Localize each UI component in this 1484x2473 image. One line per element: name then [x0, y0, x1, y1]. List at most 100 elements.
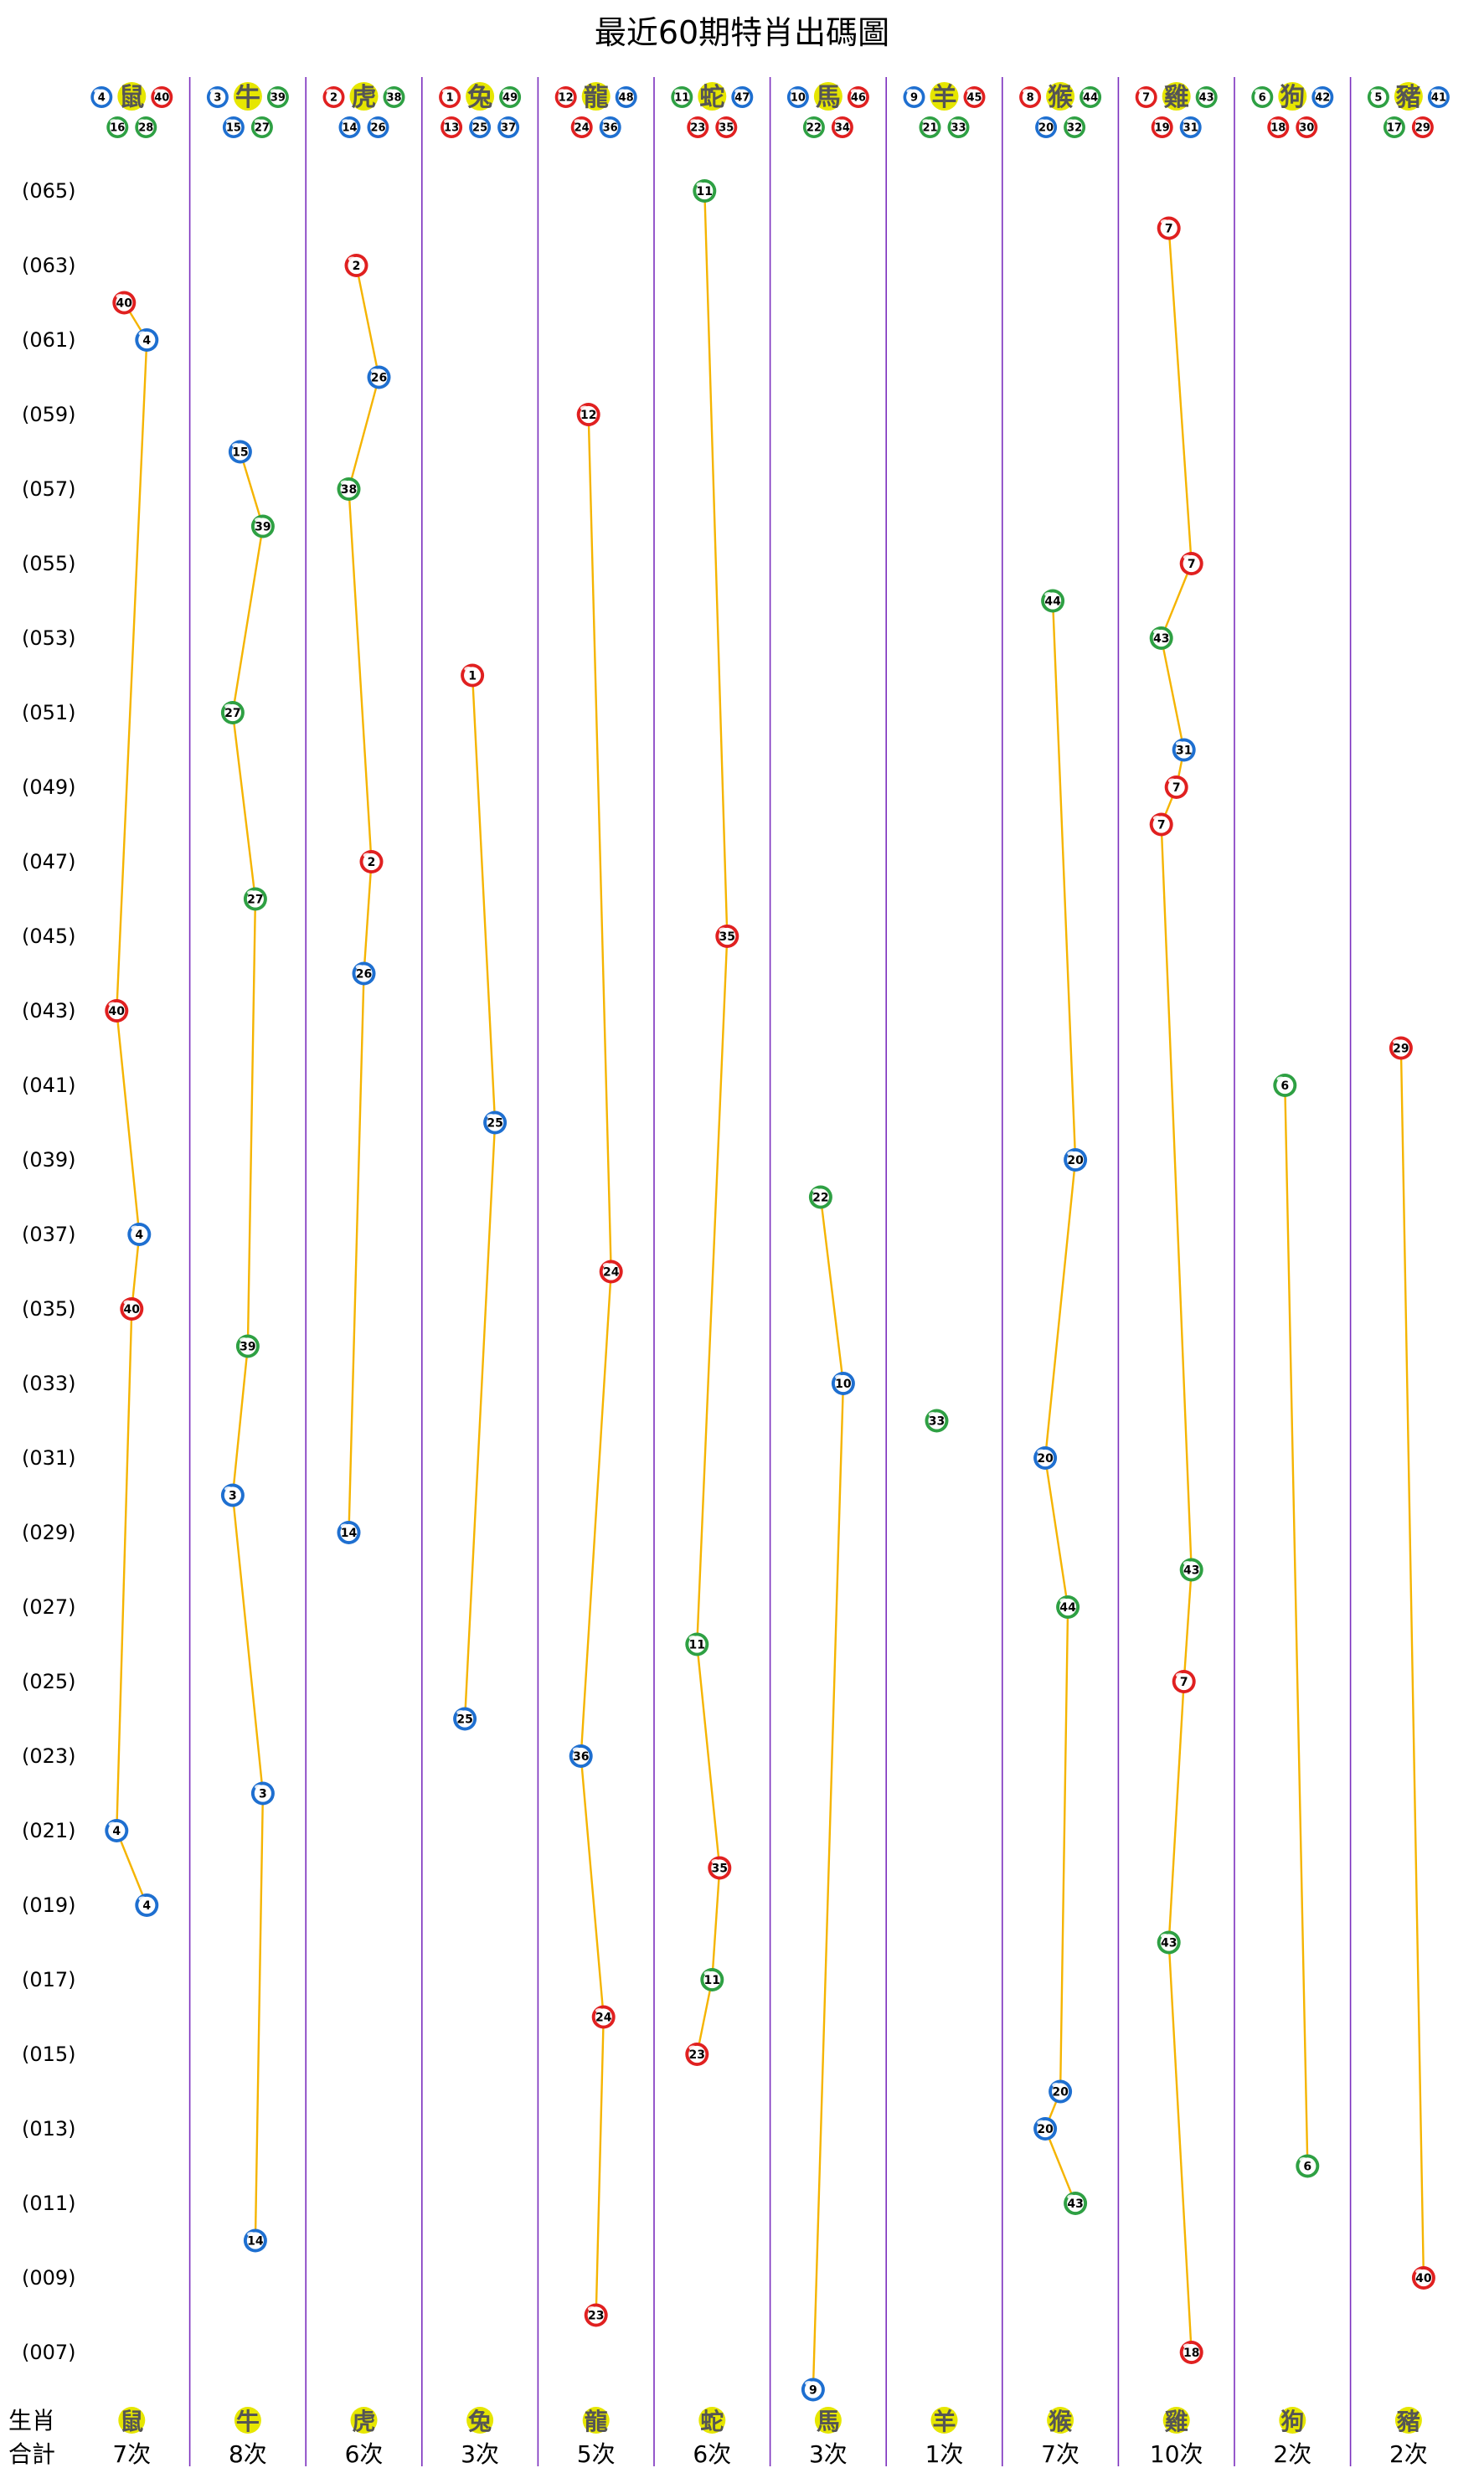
zodiac-name: 馬: [816, 83, 841, 112]
ball-number: 35: [719, 122, 734, 135]
ball-shine: [580, 405, 589, 411]
hit-connector: [1160, 824, 1193, 1570]
footer-zodiac: 虎: [350, 2407, 378, 2435]
hit-ball: 33: [925, 1409, 949, 1433]
header-ball: 19: [1151, 116, 1173, 138]
period-label: (055): [22, 552, 76, 575]
hit-connector: [696, 1644, 721, 1868]
hit-ball: 26: [367, 365, 391, 389]
hit-ball: 11: [700, 1968, 724, 1991]
hit-connector: [1399, 1048, 1425, 2279]
footer-zodiac: 羊: [930, 2407, 958, 2435]
ball-shine: [1083, 89, 1091, 94]
footer-zodiac-name: 狗: [1280, 2408, 1304, 2435]
hit-ball: 2: [359, 850, 384, 873]
zodiac-disc: [1047, 2407, 1074, 2434]
ball-number: 7: [1172, 781, 1181, 795]
hit-ball: 25: [483, 1110, 508, 1135]
header-ball: 11: [671, 86, 693, 108]
ball-shine: [1037, 2120, 1046, 2125]
hit-ball: 20: [1033, 1446, 1058, 1470]
hit-ball: 3: [250, 1781, 275, 1806]
ball-shine: [1067, 1151, 1076, 1157]
ball-shine: [558, 89, 566, 94]
ball-shine: [1067, 119, 1075, 124]
ball-number: 4: [112, 1825, 121, 1838]
zodiac-name: 兔: [467, 83, 492, 112]
zodiac-disc: [1394, 82, 1423, 111]
footer-zodiac: 蛇: [698, 2407, 726, 2435]
ball-number: 42: [1315, 92, 1330, 105]
ball-number: 26: [371, 372, 387, 385]
period-label: (057): [22, 477, 76, 501]
ball-shine: [1160, 219, 1169, 224]
zodiac-disc: [118, 2407, 146, 2434]
ball-shine: [602, 119, 611, 124]
header-ball: 12: [554, 86, 577, 108]
footer-zodiac: 狗: [1279, 2407, 1306, 2435]
ball-number: 13: [444, 122, 459, 135]
ball-shine: [1198, 89, 1207, 94]
ball-shine: [370, 119, 379, 124]
ball-number: 3: [214, 92, 221, 105]
ball-number: 16: [110, 122, 125, 135]
zodiac-total: 10次: [1150, 2440, 1203, 2468]
hit-ball: 7: [1179, 552, 1203, 575]
ball-number: 20: [1038, 122, 1054, 135]
hit-connector: [819, 1197, 845, 1384]
ball-shine: [806, 119, 814, 124]
ball-shine: [363, 853, 372, 858]
period-label: (061): [22, 328, 76, 352]
hit-connector: [246, 899, 257, 1347]
ball-number: 14: [341, 1527, 358, 1540]
footer-zodiac-name: 馬: [817, 2408, 840, 2435]
ball-number: 44: [1083, 92, 1098, 105]
zodiac-total: 3次: [461, 2440, 499, 2468]
ball-number: 21: [922, 122, 937, 135]
header-ball: 31: [1179, 116, 1202, 138]
zodiac-disc: [813, 82, 842, 111]
period-label: (065): [22, 179, 76, 203]
ball-number: 39: [255, 521, 271, 534]
ball-number: 29: [1393, 1043, 1409, 1056]
hit-ball: 43: [1149, 626, 1173, 650]
period-label: (049): [22, 775, 76, 799]
ball-number: 7: [1157, 819, 1166, 832]
ball-number: 44: [1059, 1601, 1076, 1615]
ball-shine: [472, 119, 481, 124]
header-ball: 48: [615, 86, 637, 108]
hit-connector: [1183, 1569, 1193, 1682]
zodiac-header: 羊 9 45 21 33: [903, 82, 986, 138]
zodiac-total: 3次: [809, 2440, 848, 2468]
zodiac-header: 牛 3 39 15 27: [206, 82, 289, 138]
hit-connector: [696, 935, 729, 1645]
ball-number: 26: [370, 122, 385, 135]
ball-shine: [487, 1114, 496, 1119]
period-axis: (065) (063) (061) (059) (057) (055) (053) (051)…: [22, 179, 76, 2364]
ball-shine: [225, 119, 234, 124]
hit-ball: 2: [344, 254, 368, 277]
hit-ball: 4: [135, 328, 159, 352]
zodiac-disc: [1279, 2407, 1306, 2434]
header-ball: 25: [469, 116, 492, 138]
period-label: (023): [22, 1744, 76, 1768]
footer-zodiac: 兔: [466, 2407, 494, 2435]
ball-number: 23: [690, 122, 705, 135]
ball-number: 4: [135, 1229, 143, 1242]
hit-connector: [363, 861, 373, 974]
ball-number: 39: [271, 92, 286, 105]
ball-shine: [1152, 629, 1162, 635]
ball-shine: [1160, 1934, 1169, 1939]
zodiac-disc: [1278, 82, 1307, 111]
hit-ball: 43: [1064, 2192, 1088, 2215]
ball-shine: [1183, 2343, 1192, 2349]
hit-connector: [580, 1755, 605, 2017]
ball-shine: [108, 1821, 117, 1827]
ball-shine: [270, 89, 278, 94]
header-ball: 9: [903, 86, 925, 108]
hit-connector: [696, 1979, 714, 2055]
ball-number: 33: [951, 122, 966, 135]
ball-number: 43: [1183, 1564, 1199, 1578]
ball-number: 4: [98, 92, 106, 105]
header-ball: 46: [847, 86, 869, 108]
